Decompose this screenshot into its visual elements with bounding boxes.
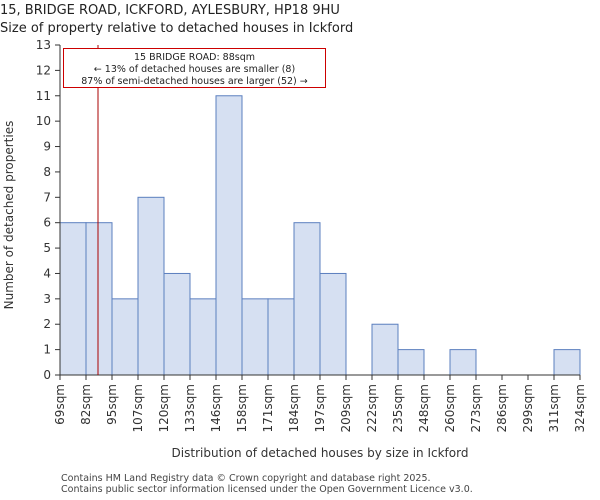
histogram-bar [85,222,113,376]
x-tick-label: 171sqm [261,384,275,432]
footer-line-1: Contains HM Land Registry data © Crown c… [61,473,431,484]
y-tick-label: 4 [43,266,51,280]
histogram-bar [111,298,139,376]
histogram-bar [241,298,269,376]
y-tick-label: 12 [36,63,51,77]
chart-subtitle: Size of property relative to detached ho… [0,21,354,36]
y-tick-label: 8 [43,165,51,179]
histogram-bar [371,323,399,376]
histogram-bar [293,222,321,376]
annotation-box: 15 BRIDGE ROAD: 88sqm ← 13% of detached … [63,48,326,88]
x-tick-label: 146sqm [209,384,223,432]
y-tick-label: 9 [43,140,51,154]
x-axis-label: Distribution of detached houses by size … [172,446,469,460]
x-tick-label: 209sqm [339,384,353,432]
x-tick-label: 324sqm [573,384,587,432]
histogram-bar [137,196,165,376]
x-tick-label: 273sqm [469,384,483,432]
axis-layer [55,44,581,380]
x-tick-label: 107sqm [131,384,145,432]
x-tick-label: 286sqm [495,384,509,432]
y-tick-label: 10 [36,114,51,128]
x-tick-label: 133sqm [183,384,197,432]
y-tick-label: 5 [43,241,51,255]
annotation-line-1: 15 BRIDGE ROAD: 88sqm [134,52,255,63]
y-tick-label: 13 [36,38,51,52]
y-tick-label: 2 [43,317,51,331]
annotation-line-3: 87% of semi-detached houses are larger (… [81,76,308,87]
histogram-bar [553,349,581,376]
y-tick-label: 0 [43,368,51,382]
x-tick-label: 158sqm [235,384,249,432]
x-tick-label: 184sqm [287,384,301,432]
x-tick-label: 260sqm [443,384,457,432]
annotation-line-2: ← 13% of detached houses are smaller (8) [93,64,296,75]
bars-layer [59,95,581,376]
histogram-bar [267,298,295,376]
y-axis-label: Number of detached properties [2,121,16,310]
histogram-bar [163,272,191,376]
x-tick-label: 120sqm [157,384,171,432]
footer-line-2: Contains public sector information licen… [61,484,473,495]
chart-title: 15, BRIDGE ROAD, ICKFORD, AYLESBURY, HP1… [0,3,340,18]
y-tick-label: 6 [43,216,51,230]
histogram-bar [397,349,425,376]
histogram-bar [215,95,243,376]
x-tick-label: 235sqm [391,384,405,432]
y-tick-label: 7 [43,190,51,204]
x-tick-label: 299sqm [521,384,535,432]
x-tick-label: 197sqm [313,384,327,432]
histogram-bar [189,298,217,376]
x-tick-label: 95sqm [105,384,119,425]
x-tick-layer: 69sqm 82sqm 95sqm 107sqm 120sqm 133sqm 146sqm 1… [53,384,587,432]
x-tick-label: 248sqm [417,384,431,432]
x-tick-label: 311sqm [547,384,561,432]
histogram-bar [59,222,87,376]
y-tick-label: 1 [43,343,51,357]
histogram-bar [319,272,347,376]
y-tick-label: 11 [36,89,51,103]
x-tick-label: 82sqm [79,384,93,425]
x-tick-label: 69sqm [53,384,67,425]
histogram-bar [449,349,477,376]
y-tick-label: 3 [43,292,51,306]
x-tick-label: 222sqm [365,384,379,432]
